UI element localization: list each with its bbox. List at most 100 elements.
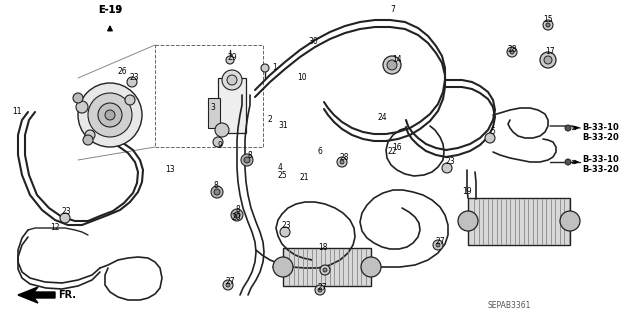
- Text: 28: 28: [508, 46, 518, 55]
- Text: 31: 31: [278, 121, 287, 130]
- Circle shape: [565, 159, 571, 165]
- Circle shape: [73, 93, 83, 103]
- Circle shape: [323, 268, 327, 272]
- Text: 4: 4: [278, 164, 283, 173]
- Text: 23: 23: [62, 207, 72, 217]
- Circle shape: [318, 288, 322, 292]
- Circle shape: [507, 47, 517, 57]
- Circle shape: [485, 133, 495, 143]
- Polygon shape: [18, 287, 55, 303]
- Circle shape: [337, 157, 347, 167]
- Circle shape: [215, 123, 229, 137]
- Text: SEPAB3361: SEPAB3361: [487, 301, 531, 310]
- Circle shape: [85, 130, 95, 140]
- Circle shape: [234, 212, 240, 218]
- Text: 29: 29: [228, 53, 237, 62]
- Text: 21: 21: [300, 174, 310, 182]
- Text: 2: 2: [267, 115, 272, 124]
- Circle shape: [387, 60, 397, 70]
- Circle shape: [76, 101, 88, 113]
- Text: 16: 16: [392, 144, 402, 152]
- Circle shape: [213, 137, 223, 147]
- Circle shape: [320, 265, 330, 275]
- Text: 13: 13: [165, 166, 175, 174]
- Text: 7: 7: [390, 5, 396, 14]
- Text: 18: 18: [318, 243, 328, 253]
- Circle shape: [223, 280, 233, 290]
- Text: 27: 27: [435, 238, 445, 247]
- Bar: [468, 198, 570, 245]
- Text: 5: 5: [490, 128, 495, 137]
- Text: B-33-20: B-33-20: [582, 132, 619, 142]
- Bar: [208, 98, 220, 128]
- Circle shape: [222, 70, 242, 90]
- Text: 20: 20: [232, 213, 242, 222]
- Circle shape: [340, 160, 344, 164]
- Text: 11: 11: [12, 108, 22, 116]
- Text: 12: 12: [50, 224, 60, 233]
- Circle shape: [214, 189, 220, 195]
- Bar: [283, 248, 371, 286]
- Circle shape: [105, 110, 115, 120]
- Circle shape: [88, 93, 132, 137]
- Text: 15: 15: [543, 16, 552, 25]
- Text: 28: 28: [340, 153, 349, 162]
- Circle shape: [60, 213, 70, 223]
- Text: 27: 27: [225, 278, 235, 286]
- Circle shape: [458, 211, 478, 231]
- Text: 14: 14: [392, 56, 402, 64]
- Circle shape: [78, 83, 142, 147]
- Text: 10: 10: [297, 73, 307, 83]
- Text: 26: 26: [118, 68, 127, 77]
- Circle shape: [127, 77, 137, 87]
- Circle shape: [540, 52, 556, 68]
- Circle shape: [361, 257, 381, 277]
- Text: 17: 17: [545, 48, 555, 56]
- Bar: [218, 78, 246, 133]
- Circle shape: [560, 211, 580, 231]
- Text: FR.: FR.: [58, 290, 76, 300]
- Circle shape: [125, 95, 135, 105]
- Circle shape: [227, 75, 237, 85]
- Circle shape: [211, 186, 223, 198]
- Circle shape: [315, 285, 325, 295]
- Text: E-19: E-19: [98, 5, 122, 15]
- Text: 24: 24: [378, 114, 388, 122]
- Text: 6: 6: [318, 147, 323, 157]
- Circle shape: [433, 240, 443, 250]
- Text: 25: 25: [277, 170, 287, 180]
- Circle shape: [383, 56, 401, 74]
- Text: 3: 3: [210, 103, 215, 113]
- Text: 1: 1: [272, 63, 276, 72]
- Circle shape: [231, 209, 243, 221]
- Circle shape: [244, 157, 250, 163]
- Text: 23: 23: [445, 158, 454, 167]
- Text: 22: 22: [388, 147, 397, 157]
- Text: 9: 9: [218, 140, 223, 150]
- Text: 8: 8: [248, 151, 253, 160]
- Circle shape: [273, 257, 293, 277]
- Circle shape: [442, 163, 452, 173]
- Text: 19: 19: [462, 188, 472, 197]
- Text: 23: 23: [282, 220, 292, 229]
- Text: 8: 8: [213, 181, 218, 189]
- Text: B-33-10: B-33-10: [582, 155, 619, 165]
- Circle shape: [565, 125, 571, 131]
- Text: B-33-10: B-33-10: [582, 123, 619, 132]
- Circle shape: [544, 56, 552, 64]
- Text: E-19: E-19: [98, 5, 122, 15]
- Circle shape: [280, 227, 290, 237]
- Circle shape: [226, 56, 234, 64]
- Circle shape: [261, 64, 269, 72]
- Circle shape: [98, 103, 122, 127]
- Circle shape: [83, 135, 93, 145]
- Circle shape: [241, 154, 253, 166]
- Text: B-33-20: B-33-20: [582, 165, 619, 174]
- Circle shape: [226, 283, 230, 287]
- Circle shape: [543, 20, 553, 30]
- Circle shape: [510, 50, 514, 54]
- Bar: [155, 45, 263, 147]
- Text: 23: 23: [130, 73, 140, 83]
- Text: 30: 30: [308, 38, 317, 47]
- Circle shape: [436, 243, 440, 247]
